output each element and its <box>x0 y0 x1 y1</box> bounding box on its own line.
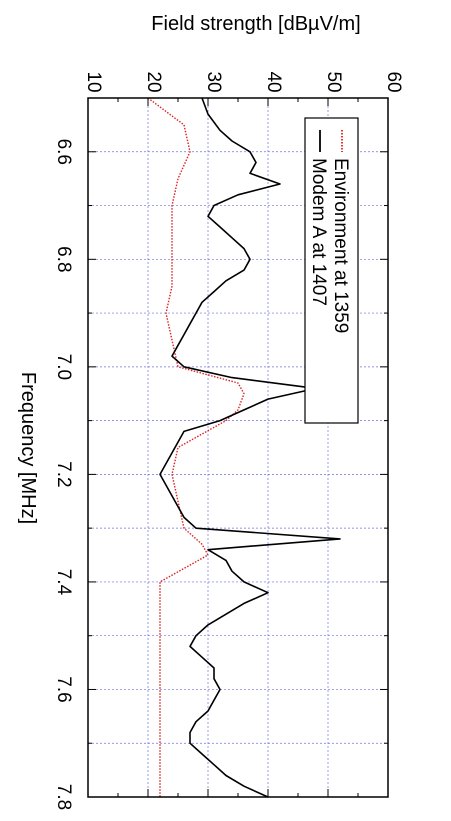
x-axis-title: Frequency [MHz] <box>17 372 39 524</box>
legend: Environment at 1359 Modem A at 1407 <box>304 117 359 424</box>
y-axis-title: Field strength [dBµV/m] <box>151 13 360 35</box>
y-tick-label: 50 <box>323 71 344 92</box>
x-tick-label: 7.4 <box>53 569 74 596</box>
grid <box>88 98 388 797</box>
y-tick-label: 20 <box>143 71 164 92</box>
tick-labels: 6.6 6.8 7.0 7.2 7.4 7.6 7.8 10 20 30 40 50 60 <box>53 71 404 810</box>
x-tick-label: 6.6 <box>53 139 74 165</box>
x-tick-label: 7.2 <box>53 461 74 487</box>
x-tick-label: 6.8 <box>53 246 74 272</box>
series-line-1 <box>159 97 341 798</box>
y-tick-label: 10 <box>83 71 104 92</box>
legend-label-environment: Environment at 1359 <box>330 158 351 333</box>
x-tick-label: 7.0 <box>53 354 74 380</box>
y-tick-label: 60 <box>383 71 404 92</box>
legend-box <box>304 117 359 424</box>
series-line-0 <box>147 97 245 797</box>
x-tick-label: 7.8 <box>53 784 74 810</box>
y-tick-label: 30 <box>203 71 224 92</box>
legend-label-modem-a: Modem A at 1407 <box>308 158 329 306</box>
plot-frame <box>87 97 389 798</box>
x-tick-label: 7.6 <box>53 676 74 702</box>
y-tick-label: 40 <box>263 71 284 92</box>
series-layer <box>147 97 341 798</box>
